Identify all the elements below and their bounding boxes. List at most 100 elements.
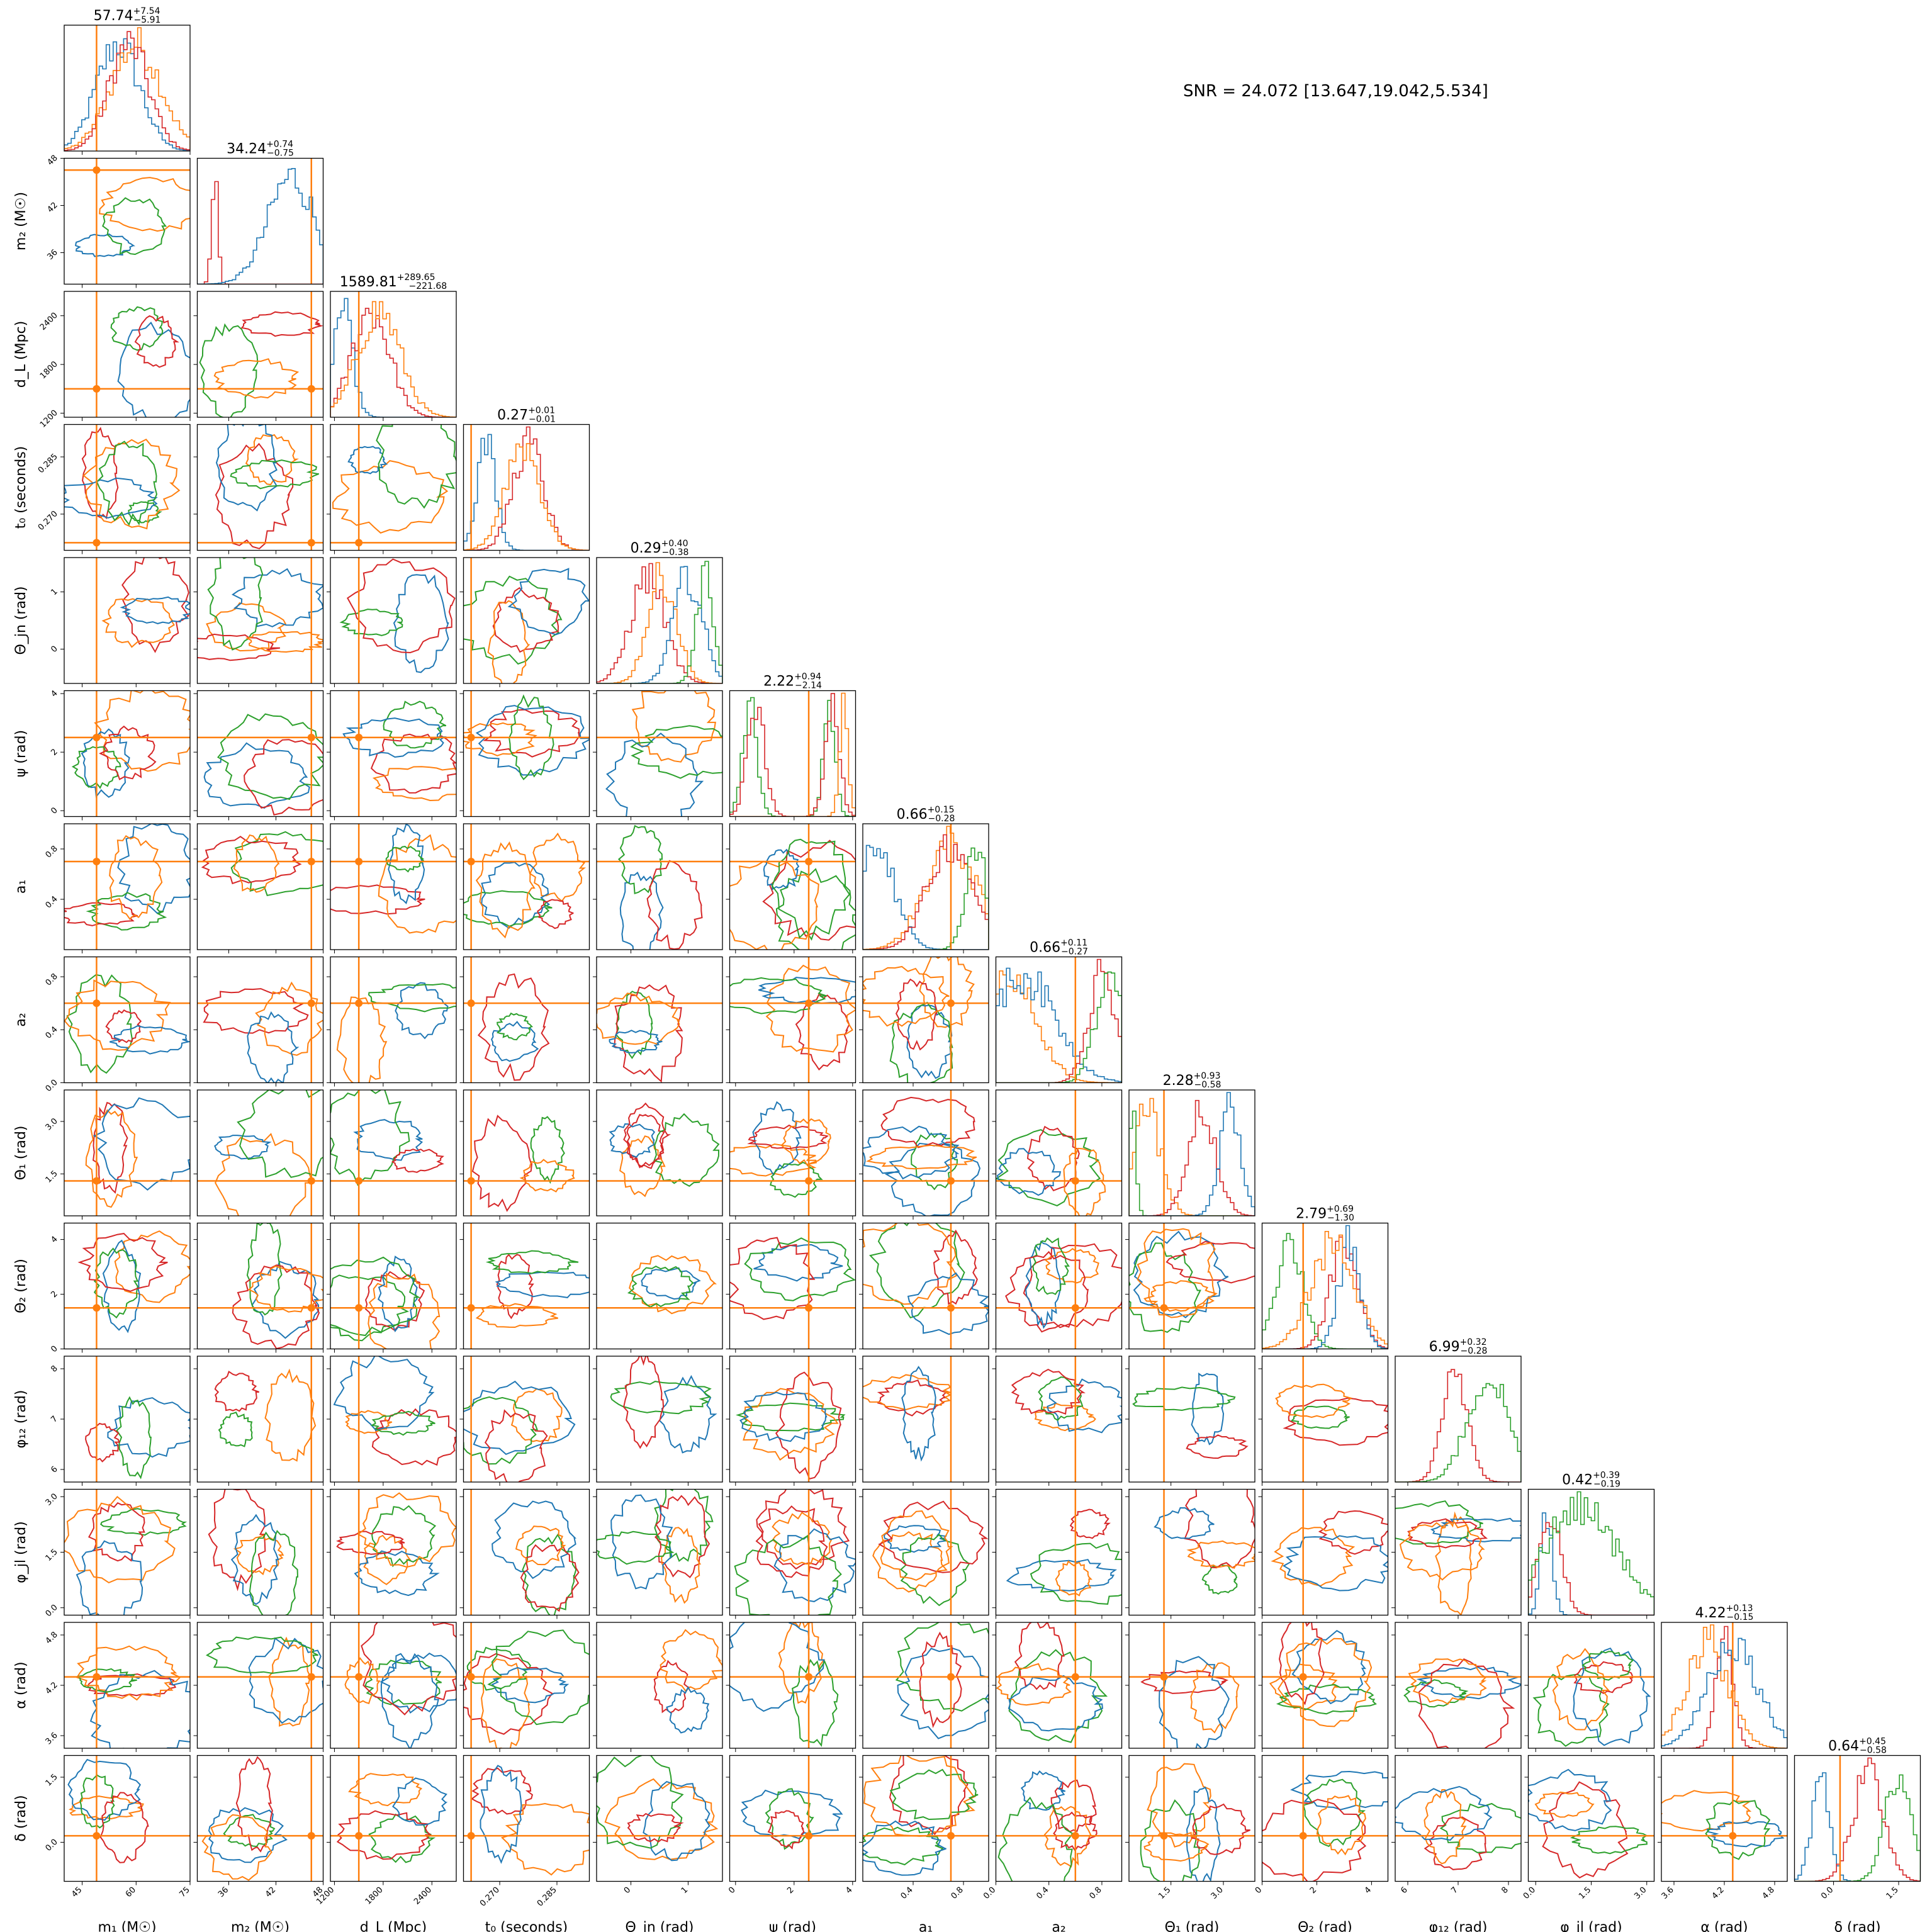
y-tick-label-psi: 2 <box>49 747 59 757</box>
y-tick-label-delta: 1.5 <box>44 1772 60 1788</box>
truth-point <box>307 385 315 393</box>
panel-t0-psi <box>459 690 590 821</box>
contour-blue <box>379 1652 456 1714</box>
panel-frame <box>463 690 590 817</box>
contour-red <box>134 315 180 368</box>
panel-psi-phi12 <box>726 1356 856 1486</box>
panel-m2-t0 <box>193 424 324 554</box>
contour-blue <box>67 1758 142 1821</box>
panel-frame <box>995 1755 1123 1882</box>
panel-phi12-alpha <box>1391 1622 1522 1752</box>
y-axis-label-t0: t₀ (seconds) <box>13 446 29 529</box>
panel-t0-a1 <box>459 823 590 953</box>
truth-point <box>307 858 315 865</box>
x-tick-label-m1: 75 <box>178 1885 192 1899</box>
panel-frame <box>1128 1488 1255 1616</box>
truth-point <box>805 999 813 1008</box>
contour-red <box>391 1149 444 1173</box>
contour-blue <box>643 1780 710 1862</box>
contour-green <box>237 1090 323 1178</box>
panel-a2-phi_jl <box>992 1488 1123 1619</box>
contour-blue <box>120 596 190 624</box>
panel-m1-psi: 0 2 4 <box>49 688 191 821</box>
truth-point <box>467 999 475 1008</box>
y-tick-label-psi: 4 <box>49 688 59 699</box>
contour-red <box>1190 1803 1250 1855</box>
panel-psi-phi_jl <box>726 1488 856 1619</box>
panel-theta_jn-theta1 <box>593 1089 723 1220</box>
contour-red <box>1050 1779 1097 1833</box>
panel-frame <box>463 1222 590 1350</box>
panel-t0-delta: 0.270 0.285 <box>459 1755 590 1909</box>
contour-green <box>1570 1826 1648 1855</box>
contour-orange <box>597 992 680 1045</box>
contour-red <box>775 1371 842 1480</box>
contour-orange <box>529 832 587 902</box>
contour-blue <box>93 1097 190 1191</box>
contour-blue <box>64 477 158 519</box>
truth-point <box>307 733 315 741</box>
panel-frame <box>596 1222 723 1350</box>
hist-a1-red <box>863 834 989 950</box>
contour-green <box>1290 1405 1350 1429</box>
x-axis-label-dL: d_L (Mpc) <box>360 1920 427 1932</box>
panel-frame <box>64 1222 191 1350</box>
truth-point <box>307 1832 315 1840</box>
contour-green <box>368 1813 436 1863</box>
hist-theta1-green <box>1129 1110 1255 1216</box>
contour-red <box>93 1101 128 1194</box>
contour-red <box>477 973 550 1081</box>
contour-orange <box>872 1530 948 1593</box>
y-tick-label-t0: 0.270 <box>37 509 60 532</box>
contour-blue <box>1528 1768 1612 1831</box>
contour-green <box>1201 1564 1238 1595</box>
panel-phi_jl-delta: 0.0 1.5 3.0 <box>1522 1755 1655 1901</box>
contour-green <box>376 424 456 509</box>
panel-frame <box>862 1755 989 1882</box>
contour-green <box>223 1814 276 1848</box>
contour-orange <box>475 1303 558 1328</box>
hist-phi_jl-red <box>1528 1522 1654 1615</box>
contour-orange <box>743 1388 839 1461</box>
panel-theta_jn-phi_jl <box>593 1488 723 1619</box>
truth-point <box>467 858 475 865</box>
panel-frame <box>596 1755 723 1882</box>
contour-blue <box>247 1011 300 1083</box>
y-axis-label-delta: δ (rad) <box>13 1795 29 1841</box>
contour-blue <box>609 1123 656 1159</box>
contour-blue <box>1395 1785 1493 1841</box>
title-m1: 57.74+7.54 −5.91 <box>94 6 161 25</box>
contour-orange <box>85 1109 138 1208</box>
y-tick-label-a1: 0.8 <box>44 844 60 860</box>
truth-point <box>1299 1673 1307 1681</box>
contour-red <box>1184 1489 1255 1569</box>
panel-frame <box>862 956 989 1084</box>
contour-green <box>627 1265 694 1308</box>
panel-dL-theta_jn <box>327 557 457 687</box>
contour-red <box>1011 1368 1086 1415</box>
panel-t0-phi12 <box>459 1356 590 1486</box>
panel-theta1-phi_jl <box>1125 1488 1255 1619</box>
hist-theta1-red <box>1129 1099 1255 1216</box>
panel-phi12-phi_jl <box>1391 1488 1522 1619</box>
title-m2: 34.24+0.74 −0.75 <box>227 140 294 159</box>
x-tick-label-delta: 0.0 <box>1819 1885 1835 1901</box>
y-tick-label-psi: 0 <box>49 806 59 816</box>
panel-frame <box>64 424 191 551</box>
contour-orange <box>332 460 449 534</box>
contour-orange <box>64 979 171 1051</box>
hist-a1-blue <box>863 845 989 950</box>
contour-green <box>1129 1242 1201 1334</box>
truth-point <box>1299 1832 1307 1840</box>
x-tick-label-a2: 0.0 <box>982 1885 997 1901</box>
contour-orange <box>264 1368 317 1462</box>
x-tick-label-psi: 4 <box>844 1885 854 1895</box>
contour-orange <box>368 1272 441 1349</box>
contour-green <box>128 501 162 524</box>
hist-psi-orange <box>729 692 856 817</box>
panel-frame <box>196 157 324 285</box>
y-tick-label-a2: 0.0 <box>44 1078 60 1094</box>
contour-green <box>610 1381 712 1415</box>
hist-m2-red <box>197 181 323 284</box>
contour-blue <box>1186 1786 1221 1882</box>
